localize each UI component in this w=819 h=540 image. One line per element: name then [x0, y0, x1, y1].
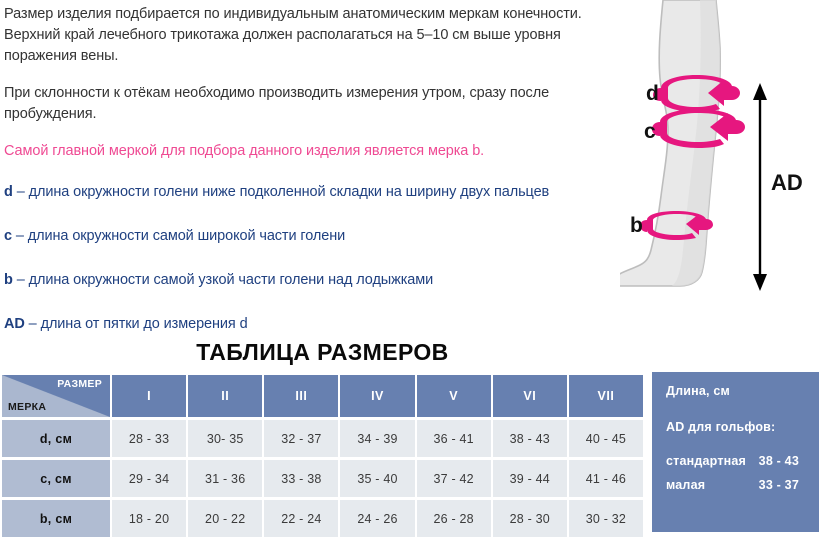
definition-dash-b: –: [12, 272, 29, 288]
cell-b-5: 26 - 28: [416, 500, 491, 537]
measurement-band-c-icon: [652, 109, 745, 148]
column-header-6: VI: [492, 375, 567, 417]
length-panel-title: Длина, см: [666, 384, 730, 398]
length-info-panel: Длина, см AD для гольфов: стандартная 38…: [652, 372, 819, 532]
ad-dimension-label: AD: [771, 170, 803, 195]
column-header-4: IV: [340, 375, 415, 417]
definition-dash-d: –: [12, 184, 29, 200]
length-panel-row-small: малая 33 - 37: [666, 478, 805, 492]
band-label-c: c: [644, 120, 656, 143]
cell-c-1: 29 - 34: [112, 460, 187, 497]
length-panel-row-standard: стандартная 38 - 43: [666, 454, 805, 468]
definition-dash-c: –: [11, 228, 28, 244]
column-header-7: VII: [568, 375, 643, 417]
column-header-3: III: [264, 375, 339, 417]
definition-c: c – длина окружности самой широкой части…: [4, 226, 602, 247]
table-corner-cell: РАЗМЕР МЕРКА: [2, 375, 110, 417]
definition-d: d – длина окружности голени ниже подколе…: [4, 182, 602, 203]
cell-b-6: 28 - 30: [492, 500, 567, 537]
cell-b-3: 22 - 24: [264, 500, 339, 537]
table-row: c, см 29 - 34 31 - 36 33 - 38 35 - 40 37…: [2, 460, 643, 497]
cell-c-5: 37 - 42: [416, 460, 491, 497]
band-label-b: b: [630, 214, 643, 237]
cell-b-4: 24 - 26: [340, 500, 415, 537]
cell-c-7: 41 - 46: [568, 460, 643, 497]
table-row: b, см 18 - 20 20 - 22 22 - 24 24 - 26 26…: [2, 500, 643, 537]
definition-dash-ad: –: [24, 316, 41, 332]
measurement-band-b-icon: [640, 211, 713, 240]
cell-b-1: 18 - 20: [112, 500, 187, 537]
cell-d-4: 34 - 39: [340, 420, 415, 457]
table-row: d, см 28 - 33 30- 35 32 - 37 34 - 39 36 …: [2, 420, 643, 457]
intro-paragraph-highlight: Самой главной меркой для подбора данного…: [4, 143, 485, 159]
cell-b-2: 20 - 22: [188, 500, 263, 537]
cell-d-1: 28 - 33: [112, 420, 187, 457]
definition-key-b: b: [4, 272, 13, 288]
cell-c-6: 39 - 44: [492, 460, 567, 497]
length-panel-subtitle: AD для гольфов:: [666, 420, 776, 434]
page-title: ТАБЛИЦА РАЗМЕРОВ: [196, 339, 449, 365]
cell-c-3: 33 - 38: [264, 460, 339, 497]
definition-ad: AD – длина от пятки до измерения d: [4, 314, 602, 335]
length-small-value: 33 - 37: [758, 478, 799, 492]
cell-d-7: 40 - 45: [568, 420, 643, 457]
definition-text-c: длина окружности самой широкой части гол…: [27, 228, 346, 244]
definition-b: b – длина окружности самой узкой части г…: [4, 270, 602, 291]
column-header-2: II: [188, 375, 263, 417]
definition-text-b: длина окружности самой узкой части голен…: [28, 272, 434, 288]
cell-c-2: 31 - 36: [188, 460, 263, 497]
ad-dimension-arrow-icon: [753, 83, 767, 291]
row-label-d: d, см: [2, 420, 110, 457]
definition-text-ad: длина от пятки до измерения d: [40, 316, 248, 332]
length-standard-name: стандартная: [666, 454, 747, 468]
size-table: РАЗМЕР МЕРКА I II III IV V VI VII d, см …: [0, 372, 645, 540]
cell-d-3: 32 - 37: [264, 420, 339, 457]
corner-merka-label: МЕРКА: [8, 401, 47, 413]
corner-diagonal-split: [2, 375, 110, 417]
definition-key-d: d: [4, 184, 13, 200]
cell-b-7: 30 - 32: [568, 500, 643, 537]
length-standard-value: 38 - 43: [758, 454, 799, 468]
cell-d-2: 30- 35: [188, 420, 263, 457]
intro-paragraph-2: При склонности к отёкам необходимо произ…: [4, 85, 550, 122]
definition-key-ad: AD: [4, 316, 25, 332]
measurement-band-d-icon: [653, 75, 740, 112]
column-header-1: I: [112, 375, 187, 417]
band-label-d: d: [646, 82, 659, 105]
row-label-b: b, см: [2, 500, 110, 537]
intro-paragraph-1: Размер изделия подбирается по индивидуал…: [4, 6, 582, 64]
row-label-c: c, см: [2, 460, 110, 497]
corner-size-label: РАЗМЕР: [57, 378, 102, 390]
cell-d-5: 36 - 41: [416, 420, 491, 457]
definition-key-c: c: [4, 228, 12, 244]
table-header-row: РАЗМЕР МЕРКА I II III IV V VI VII: [2, 375, 643, 417]
column-header-5: V: [416, 375, 491, 417]
intro-text-column: Размер изделия подбирается по индивидуал…: [0, 0, 610, 358]
length-small-name: малая: [666, 478, 706, 492]
cell-c-4: 35 - 40: [340, 460, 415, 497]
definition-text-d: длина окружности голени ниже подколенной…: [28, 184, 550, 200]
cell-d-6: 38 - 43: [492, 420, 567, 457]
leg-measurement-illustration: d c b AD: [620, 0, 819, 330]
